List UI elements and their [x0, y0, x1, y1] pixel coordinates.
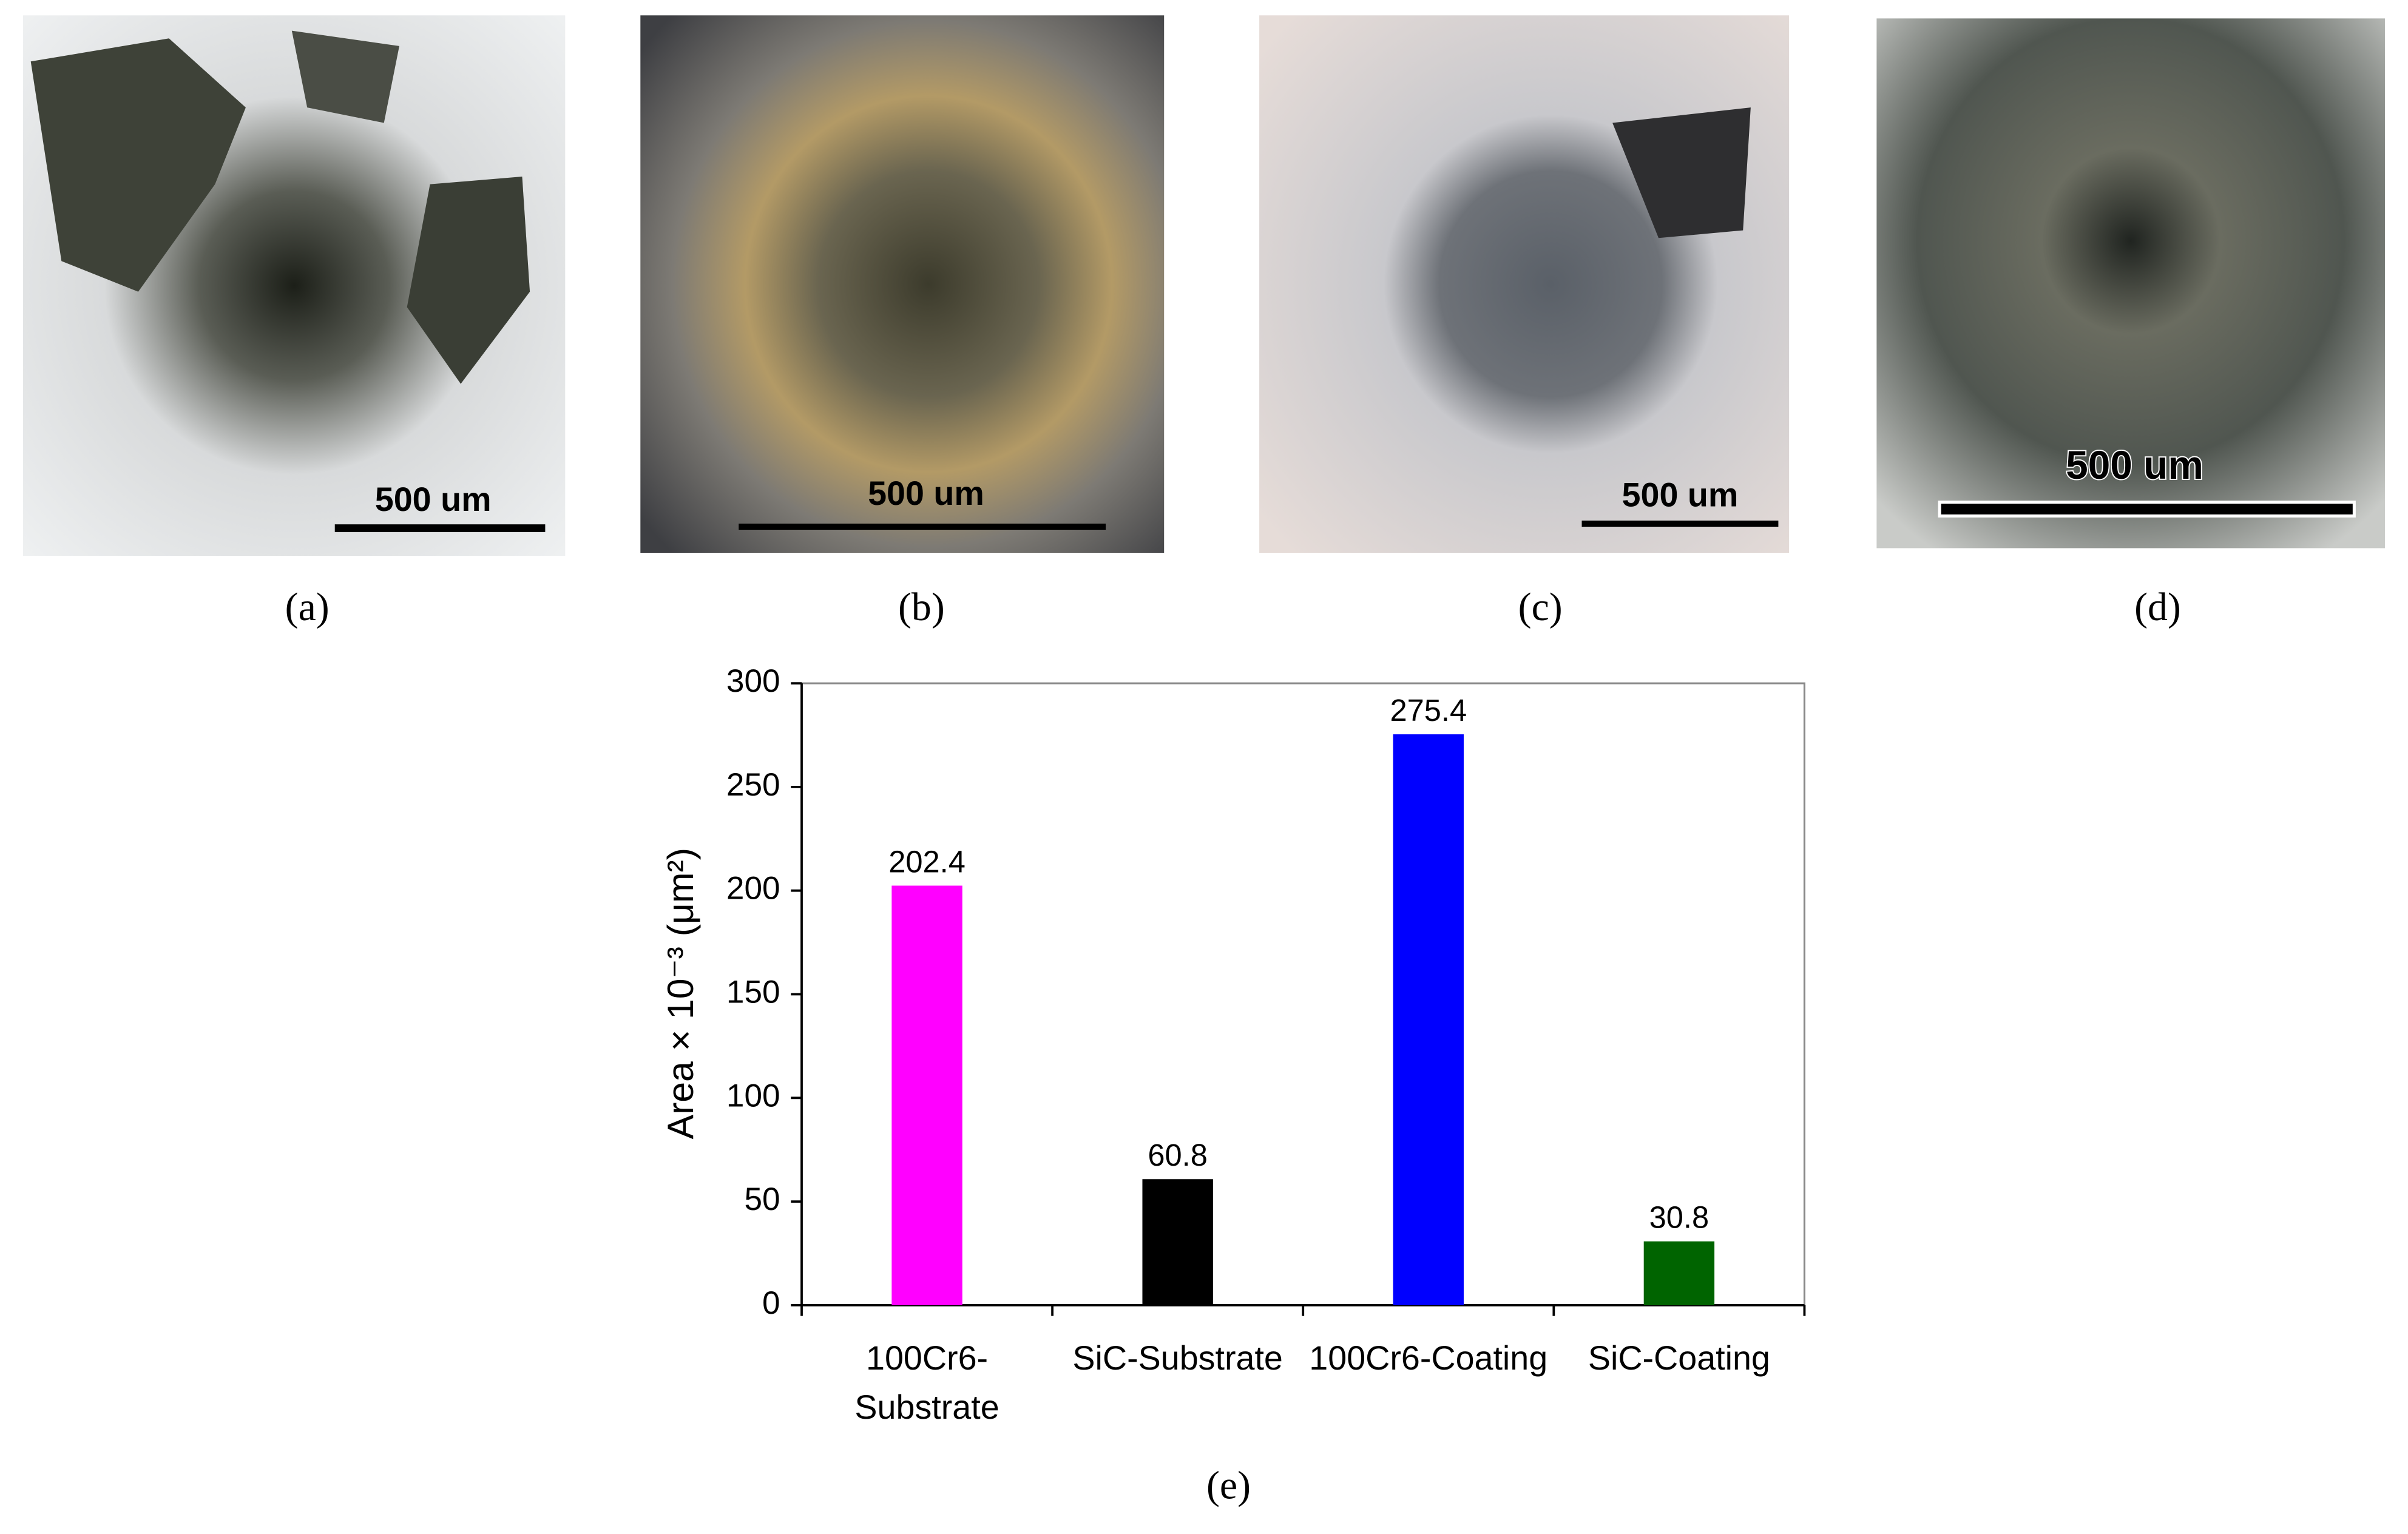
scale-bar-label: 500 um	[2066, 442, 2203, 487]
bar	[1643, 1241, 1715, 1305]
panel-caption: (a)	[285, 585, 330, 629]
bar	[1393, 734, 1464, 1305]
bar	[1142, 1179, 1213, 1305]
value-label: 275.4	[1390, 693, 1467, 728]
x-tick-label: 100Cr6-Substrate	[854, 1339, 999, 1426]
photo-d	[1876, 18, 2385, 549]
panel-caption: (d)	[2134, 585, 2181, 629]
y-tick-label: 0	[762, 1285, 780, 1321]
bar	[891, 885, 962, 1305]
y-tick-label: 150	[726, 975, 780, 1010]
y-tick-label: 250	[726, 767, 780, 803]
photo-c	[1259, 15, 1790, 553]
photo-a	[23, 15, 566, 556]
y-tick-label: 300	[726, 663, 780, 699]
value-label: 30.8	[1649, 1200, 1710, 1235]
scale-bar-label: 500 um	[868, 475, 984, 512]
scale-bar-label: 500 um	[375, 481, 492, 518]
x-tick-label: 100Cr6-Coating	[1309, 1339, 1547, 1377]
x-tick-label: SiC-Substrate	[1072, 1339, 1282, 1377]
y-tick-label: 200	[726, 871, 780, 907]
y-tick-label: 100	[726, 1078, 780, 1113]
value-label: 202.4	[888, 844, 966, 879]
y-tick-label: 50	[744, 1181, 780, 1217]
scale-bar-label: 500 um	[1622, 476, 1739, 514]
panel-caption: (c)	[1518, 585, 1563, 629]
value-label: 60.8	[1148, 1138, 1208, 1172]
photo-b	[640, 15, 1165, 553]
chart-caption: (e)	[1206, 1464, 1251, 1508]
panel-caption: (b)	[898, 585, 945, 629]
x-tick-label: SiC-Coating	[1588, 1339, 1770, 1377]
y-axis-label: Area × 10⁻³ (μm²)	[660, 848, 701, 1139]
